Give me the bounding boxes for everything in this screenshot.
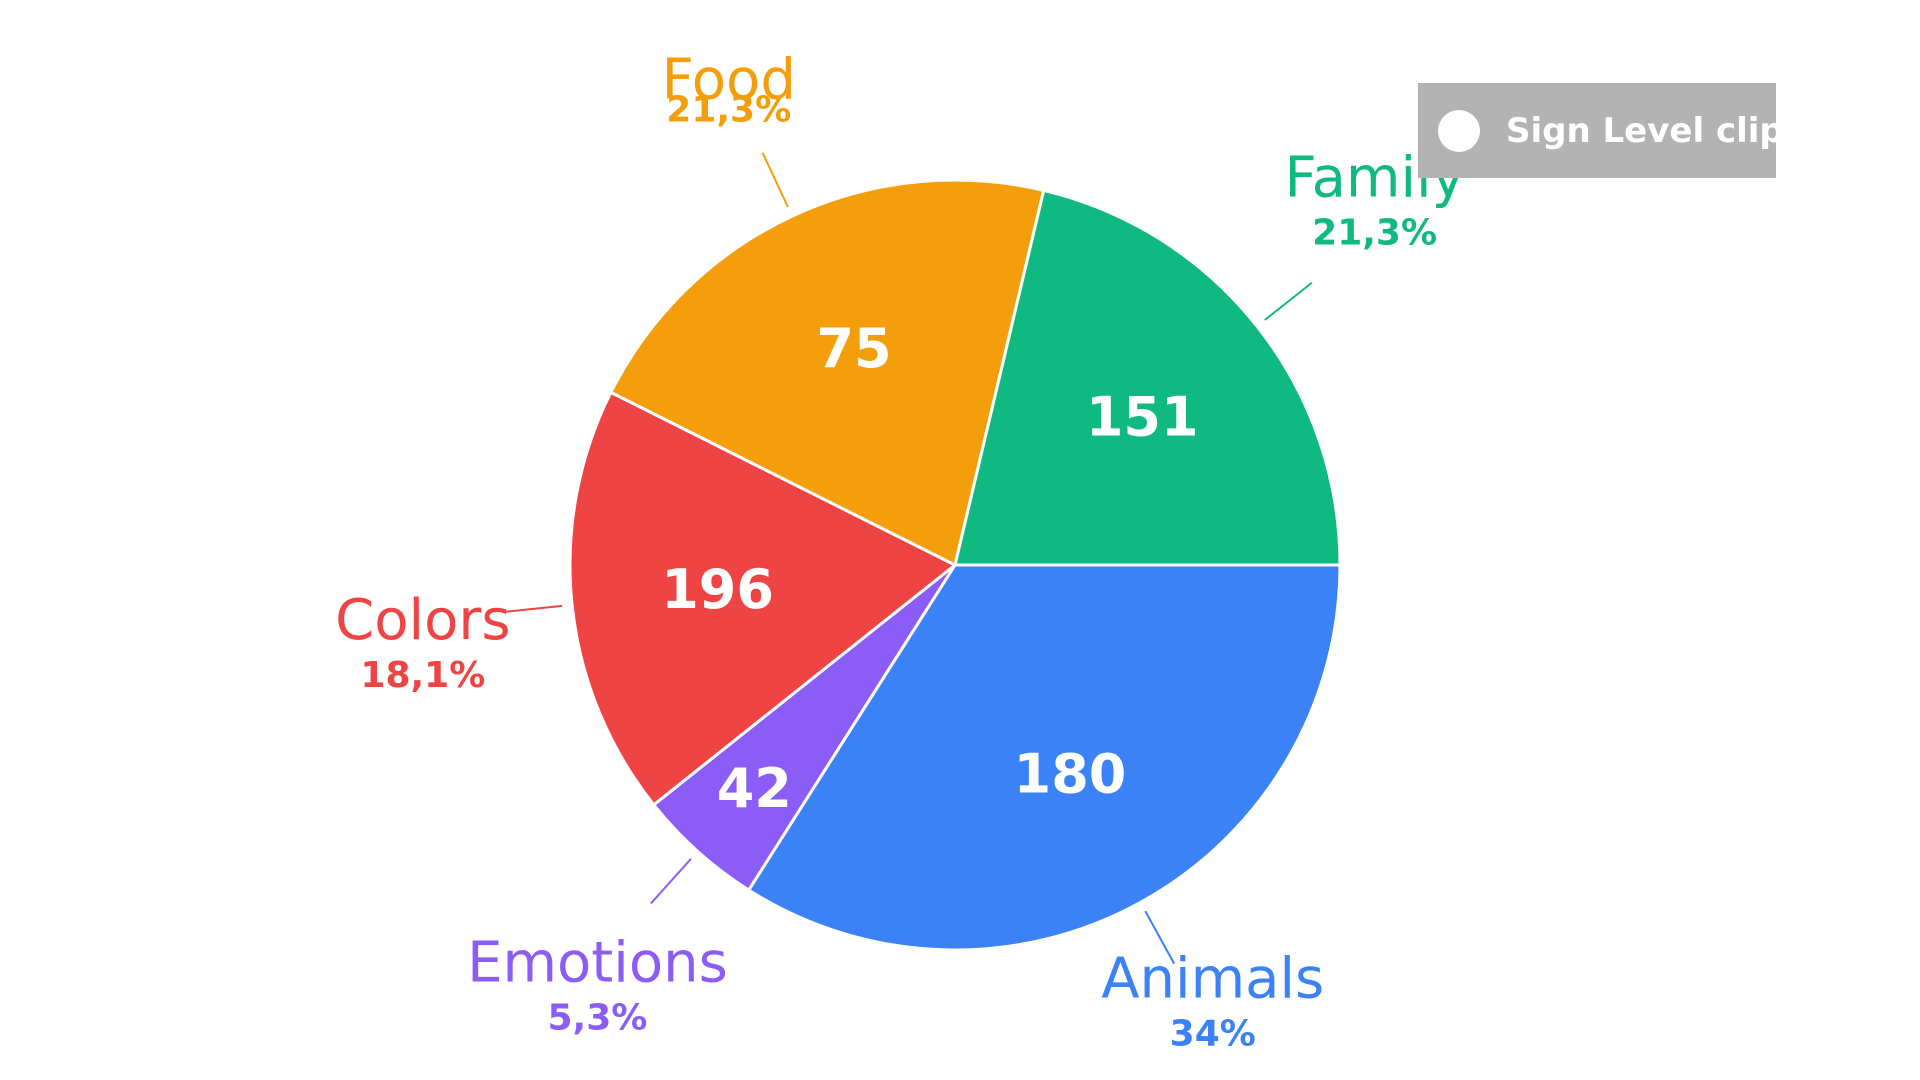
value-label-colors: 196 — [661, 558, 774, 621]
category-label-food: Food — [662, 48, 796, 113]
percent-label-animals: 34% — [1170, 1013, 1256, 1054]
value-label-animals: 180 — [1014, 743, 1127, 806]
leader-line-colors — [502, 604, 563, 614]
value-label-food: 75 — [816, 317, 891, 380]
category-label-emotions: Emotions — [467, 930, 728, 995]
value-label-emotions: 42 — [717, 757, 792, 820]
pie-slice-animals — [746, 563, 1342, 952]
sign-level-clip-toggle[interactable]: Sign Level clip — [1418, 83, 1784, 178]
percent-label-food: 21,3% — [666, 90, 791, 131]
pie-slice-food — [608, 178, 1046, 568]
percent-label-colors: 18,1% — [360, 655, 485, 696]
toggle-label: Sign Level clip — [1506, 110, 1784, 151]
toggle-circle-icon[interactable] — [1438, 109, 1480, 152]
leader-line-animals — [1144, 910, 1176, 965]
pie-slice-family — [953, 188, 1342, 567]
percent-label-emotions: 5,3% — [548, 997, 648, 1038]
leader-line-food — [761, 152, 789, 208]
leader-line-family — [1264, 281, 1313, 321]
leader-line-emotions — [650, 858, 692, 905]
percent-label-family: 21,3% — [1312, 213, 1437, 254]
value-label-family: 151 — [1086, 385, 1199, 448]
category-label-colors: Colors — [335, 588, 510, 653]
category-label-animals: Animals — [1101, 946, 1324, 1011]
pie-slice-colors — [568, 390, 958, 807]
